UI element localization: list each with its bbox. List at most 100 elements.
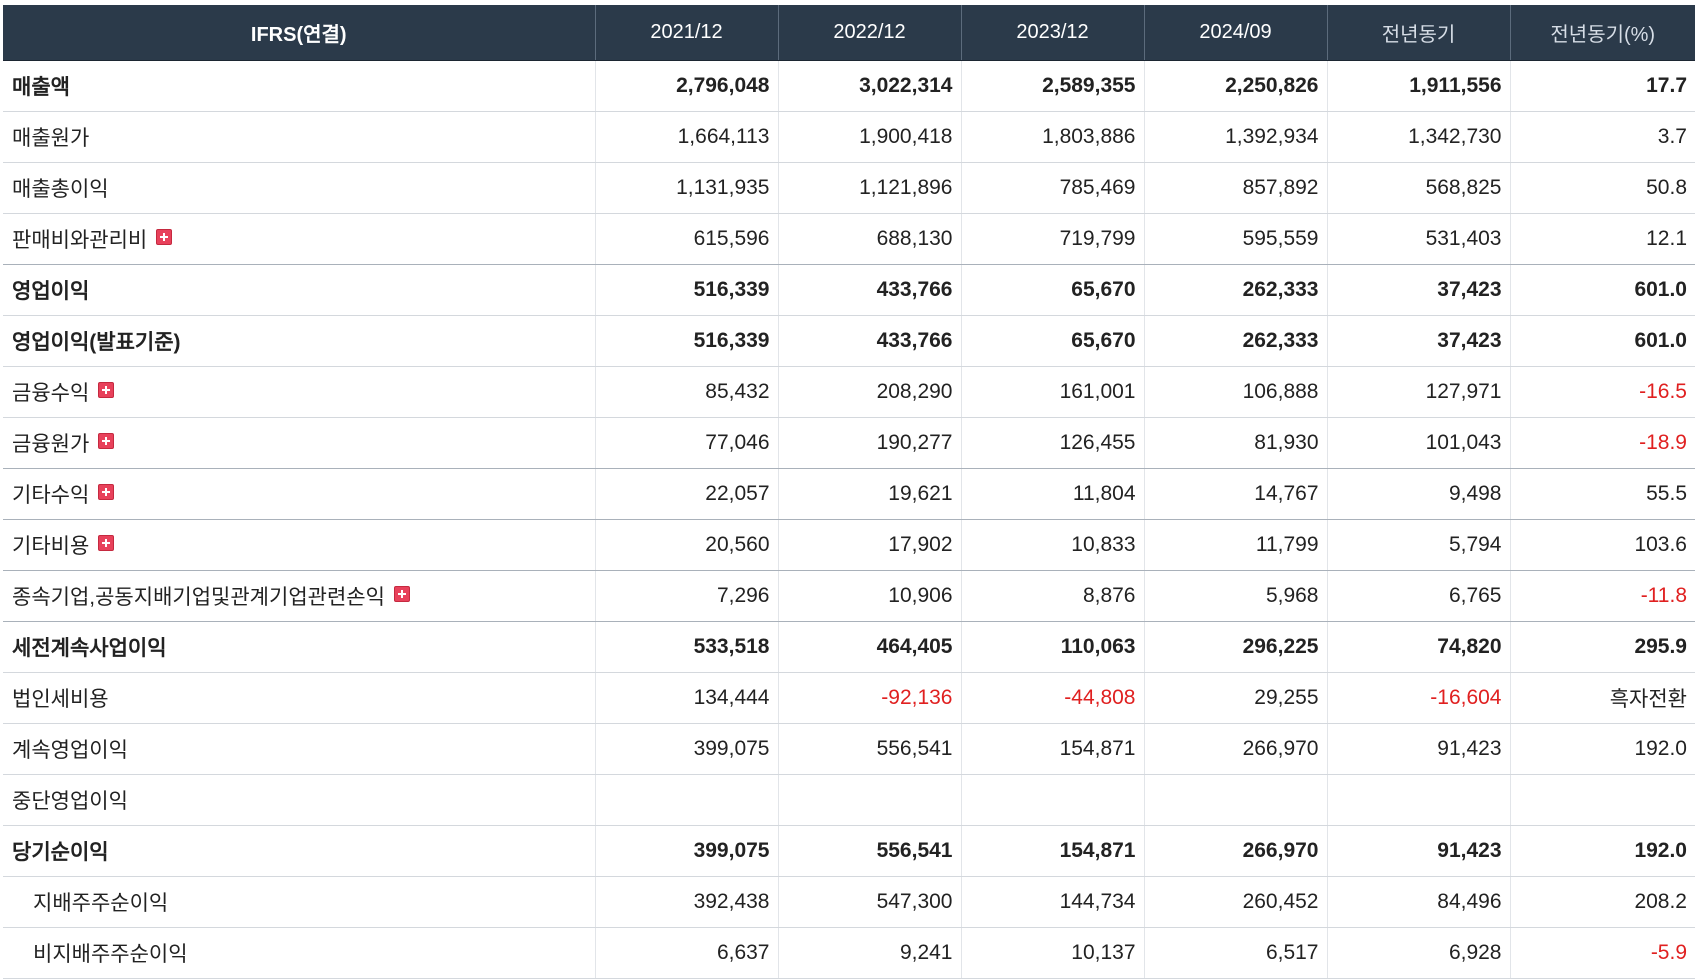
row-label: 금융원가: [12, 432, 90, 456]
row-label: 종속기업,공동지배기업및관계기업관련손익: [12, 585, 385, 609]
row-label-cell[interactable]: 기타비용: [3, 519, 595, 571]
table-row: 금융원가 77,046 190,277 126,455 81,930 101,0…: [3, 417, 1695, 469]
cell-value: 3.7: [1509, 111, 1695, 163]
cell-value: 192.0: [1509, 723, 1695, 775]
table-row: 지배주주순이익 392,438 547,300 144,734 260,452 …: [3, 876, 1695, 928]
cell-value: [777, 774, 961, 826]
cell-value: 1,121,896: [777, 162, 961, 214]
cell-value: 547,300: [777, 876, 961, 928]
cell-value: 12.1: [1509, 213, 1695, 265]
cell-value: 399,075: [594, 723, 778, 775]
cell-value: -11.8: [1509, 570, 1695, 622]
cell-value: 17,902: [777, 519, 961, 571]
cell-value: 785,469: [960, 162, 1144, 214]
row-label: 기타수익: [12, 483, 90, 507]
table-row: 비지배주주순이익 6,637 9,241 10,137 6,517 6,928 …: [3, 927, 1695, 979]
header-label: IFRS(연결): [3, 5, 595, 61]
cell-value: 7,296: [594, 570, 778, 622]
cell-value: 흑자전환: [1509, 672, 1695, 724]
plus-icon[interactable]: [156, 228, 173, 245]
cell-value: 208,290: [777, 366, 961, 418]
row-label-cell[interactable]: 판매비와관리비: [3, 213, 595, 265]
cell-value: 134,444: [594, 672, 778, 724]
cell-value: 10,833: [960, 519, 1144, 571]
cell-value: [594, 774, 778, 826]
cell-value: 10,906: [777, 570, 961, 622]
cell-value: -5.9: [1509, 927, 1695, 979]
cell-value: 1,911,556: [1326, 60, 1510, 112]
cell-value: 601.0: [1509, 315, 1695, 367]
header-period: 전년동기(%): [1509, 5, 1695, 61]
plus-icon[interactable]: [98, 483, 115, 500]
table-row: 매출총이익 1,131,935 1,121,896 785,469 857,89…: [3, 162, 1695, 214]
financial-table-container: IFRS(연결) 2021/12 2022/12 2023/12 2024/09…: [3, 5, 1695, 979]
table-row: 판매비와관리비 615,596 688,130 719,799 595,559 …: [3, 213, 1695, 265]
cell-value: 20,560: [594, 519, 778, 571]
row-label: 매출총이익: [3, 162, 595, 214]
row-label: 판매비와관리비: [12, 228, 148, 252]
cell-value: 37,423: [1326, 264, 1510, 316]
cell-value: 50.8: [1509, 162, 1695, 214]
row-label-cell[interactable]: 기타수익: [3, 468, 595, 520]
row-label: 기타비용: [12, 534, 90, 558]
cell-value: 8,876: [960, 570, 1144, 622]
table-row: 매출원가 1,664,113 1,900,418 1,803,886 1,392…: [3, 111, 1695, 163]
table-row: 중단영업이익: [3, 774, 1695, 826]
cell-value: 91,423: [1326, 825, 1510, 877]
row-label-cell[interactable]: 금융원가: [3, 417, 595, 469]
cell-value: 433,766: [777, 315, 961, 367]
plus-icon[interactable]: [98, 381, 115, 398]
table-row: 당기순이익 399,075 556,541 154,871 266,970 91…: [3, 825, 1695, 877]
cell-value: -16,604: [1326, 672, 1510, 724]
cell-value: 516,339: [594, 264, 778, 316]
cell-value: 9,241: [777, 927, 961, 979]
cell-value: 296,225: [1143, 621, 1327, 673]
cell-value: 84,496: [1326, 876, 1510, 928]
cell-value: 266,970: [1143, 723, 1327, 775]
cell-value: 19,621: [777, 468, 961, 520]
cell-value: 3,022,314: [777, 60, 961, 112]
table-row: 영업이익(발표기준) 516,339 433,766 65,670 262,33…: [3, 315, 1695, 367]
table-row: 세전계속사업이익 533,518 464,405 110,063 296,225…: [3, 621, 1695, 673]
cell-value: 5,968: [1143, 570, 1327, 622]
table-row: 종속기업,공동지배기업및관계기업관련손익 7,296 10,906 8,876 …: [3, 570, 1695, 622]
cell-value: 266,970: [1143, 825, 1327, 877]
cell-value: 65,670: [960, 315, 1144, 367]
cell-value: 568,825: [1326, 162, 1510, 214]
row-label-cell[interactable]: 종속기업,공동지배기업및관계기업관련손익: [3, 570, 595, 622]
cell-value: 81,930: [1143, 417, 1327, 469]
cell-value: 260,452: [1143, 876, 1327, 928]
row-label-cell[interactable]: 금융수익: [3, 366, 595, 418]
cell-value: 14,767: [1143, 468, 1327, 520]
cell-value: 74,820: [1326, 621, 1510, 673]
cell-value: -92,136: [777, 672, 961, 724]
row-label: 중단영업이익: [3, 774, 595, 826]
cell-value: 531,403: [1326, 213, 1510, 265]
table-row: 영업이익 516,339 433,766 65,670 262,333 37,4…: [3, 264, 1695, 316]
cell-value: 516,339: [594, 315, 778, 367]
cell-value: 101,043: [1326, 417, 1510, 469]
cell-value: 464,405: [777, 621, 961, 673]
cell-value: 615,596: [594, 213, 778, 265]
plus-icon[interactable]: [393, 585, 410, 602]
cell-value: 22,057: [594, 468, 778, 520]
cell-value: 688,130: [777, 213, 961, 265]
cell-value: 392,438: [594, 876, 778, 928]
cell-value: 533,518: [594, 621, 778, 673]
cell-value: 126,455: [960, 417, 1144, 469]
cell-value: 11,799: [1143, 519, 1327, 571]
header-period: 2023/12: [960, 5, 1144, 61]
cell-value: [1143, 774, 1327, 826]
cell-value: [960, 774, 1144, 826]
cell-value: 1,342,730: [1326, 111, 1510, 163]
cell-value: 55.5: [1509, 468, 1695, 520]
row-label: 비지배주주순이익: [3, 927, 595, 979]
cell-value: [1509, 774, 1695, 826]
plus-icon[interactable]: [98, 534, 115, 551]
plus-icon[interactable]: [98, 432, 115, 449]
cell-value: 208.2: [1509, 876, 1695, 928]
row-label: 영업이익(발표기준): [3, 315, 595, 367]
cell-value: 1,900,418: [777, 111, 961, 163]
cell-value: 154,871: [960, 723, 1144, 775]
cell-value: 2,796,048: [594, 60, 778, 112]
